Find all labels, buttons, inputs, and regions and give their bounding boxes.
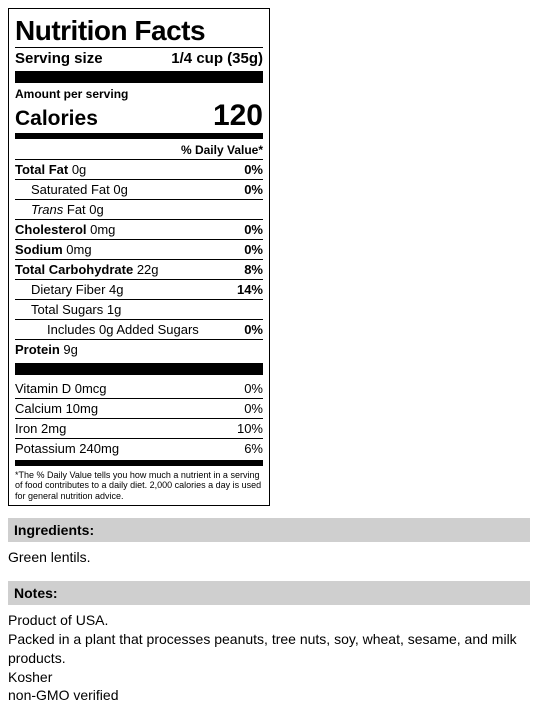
nutrient-dv: 0%: [244, 162, 263, 177]
vitamin-name: Iron 2mg: [15, 421, 66, 436]
nutrient-row: Total Sugars 1g: [15, 300, 263, 319]
nutrient-dv: 0%: [244, 182, 263, 197]
daily-value-header: % Daily Value*: [15, 141, 263, 159]
nutrient-row: Protein 9g: [15, 340, 263, 359]
nutrient-name: Dietary Fiber 4g: [15, 282, 123, 297]
divider-thick: [15, 71, 263, 83]
nutrient-rows-container: Total Fat 0g 0% Saturated Fat 0g 0% Trans Fa…: [15, 160, 263, 359]
vitamin-name: Potassium 240mg: [15, 441, 119, 456]
notes-line: non-GMO verified: [8, 686, 530, 705]
nutrient-name: Total Carbohydrate 22g: [15, 262, 159, 277]
panel-title: Nutrition Facts: [15, 15, 263, 47]
nutrient-row: Cholesterol 0mg 0%: [15, 220, 263, 239]
vitamin-dv: 10%: [237, 421, 263, 436]
notes-body: Product of USA.Packed in a plant that pr…: [8, 605, 530, 707]
nutrient-row: Sodium 0mg 0%: [15, 240, 263, 259]
nutrient-name: Total Fat 0g: [15, 162, 86, 177]
ingredients-body: Green lentils.: [8, 542, 530, 569]
nutrient-name: Protein 9g: [15, 342, 78, 357]
calories-value: 120: [213, 101, 263, 131]
vitamin-rows-container: Vitamin D 0mcg 0% Calcium 10mg 0% Iron 2mg 10…: [15, 379, 263, 458]
notes-header: Notes:: [8, 581, 530, 605]
nutrient-row: Total Fat 0g 0%: [15, 160, 263, 179]
notes-line: Product of USA.: [8, 611, 530, 630]
serving-size-row: Serving size 1/4 cup (35g): [15, 50, 263, 67]
nutrient-row: Includes 0g Added Sugars 0%: [15, 320, 263, 339]
nutrient-row: Dietary Fiber 4g 14%: [15, 280, 263, 299]
serving-size-label: Serving size: [15, 50, 103, 67]
notes-line: Kosher: [8, 668, 530, 687]
divider-med: [15, 133, 263, 139]
calories-row: Calories 120: [15, 101, 263, 131]
nutrient-name: Includes 0g Added Sugars: [15, 322, 199, 337]
serving-size-value: 1/4 cup (35g): [171, 50, 263, 67]
nutrient-dv: 14%: [237, 282, 263, 297]
nutrient-name: Cholesterol 0mg: [15, 222, 115, 237]
footnote-text: *The % Daily Value tells you how much a …: [15, 468, 263, 501]
nutrient-name: Total Sugars 1g: [15, 302, 121, 317]
nutrient-row: Total Carbohydrate 22g 8%: [15, 260, 263, 279]
nutrient-name: Trans Fat 0g: [15, 202, 104, 217]
nutrient-name: Sodium 0mg: [15, 242, 92, 257]
nutrient-dv: 0%: [244, 242, 263, 257]
notes-line: Packed in a plant that processes peanuts…: [8, 630, 530, 668]
nutrient-dv: 0%: [244, 322, 263, 337]
nutrient-dv: 8%: [244, 262, 263, 277]
divider-thick: [15, 363, 263, 375]
divider: [15, 47, 263, 48]
vitamin-dv: 0%: [244, 381, 263, 396]
ingredients-header: Ingredients:: [8, 518, 530, 542]
vitamin-name: Vitamin D 0mcg: [15, 381, 107, 396]
vitamin-dv: 0%: [244, 401, 263, 416]
vitamin-row: Calcium 10mg 0%: [15, 399, 263, 418]
nutrient-name: Saturated Fat 0g: [15, 182, 128, 197]
vitamin-row: Potassium 240mg 6%: [15, 439, 263, 458]
nutrient-row: Saturated Fat 0g 0%: [15, 180, 263, 199]
nutrient-dv: 0%: [244, 222, 263, 237]
vitamin-row: Vitamin D 0mcg 0%: [15, 379, 263, 398]
nutrition-facts-panel: Nutrition Facts Serving size 1/4 cup (35…: [8, 8, 270, 506]
vitamin-dv: 6%: [244, 441, 263, 456]
vitamin-name: Calcium 10mg: [15, 401, 98, 416]
vitamin-row: Iron 2mg 10%: [15, 419, 263, 438]
nutrient-row: Trans Fat 0g: [15, 200, 263, 219]
calories-label: Calories: [15, 107, 98, 131]
divider-med: [15, 460, 263, 466]
